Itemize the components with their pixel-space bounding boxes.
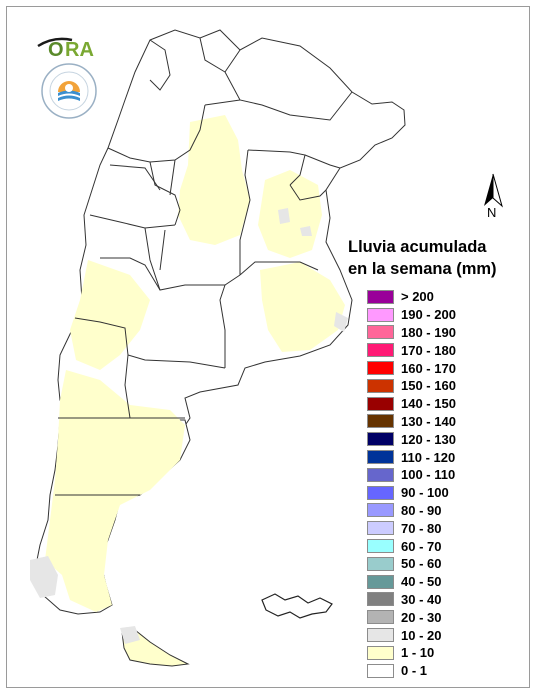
north-arrow-icon bbox=[484, 173, 503, 208]
legend-label: 110 - 120 bbox=[401, 449, 456, 465]
legend-item: 20 - 30 bbox=[367, 608, 517, 626]
legend-title: Lluvia acumulada en la semana (mm) bbox=[348, 236, 528, 280]
legend-item: 130 - 140 bbox=[367, 413, 517, 431]
legend-label: 140 - 150 bbox=[401, 396, 456, 412]
legend-label: 60 - 70 bbox=[401, 538, 442, 554]
legend-title-line2: en la semana (mm) bbox=[348, 260, 497, 278]
provincial-boundaries bbox=[55, 37, 353, 496]
legend-swatch bbox=[367, 432, 394, 447]
legend-swatch bbox=[367, 503, 394, 518]
legend-item: 140 - 150 bbox=[367, 395, 517, 413]
legend-label: 130 - 140 bbox=[401, 413, 456, 429]
rain-zones-1-10 bbox=[45, 115, 345, 612]
legend-label: 120 - 130 bbox=[401, 431, 456, 447]
legend-item: 80 - 90 bbox=[367, 502, 517, 520]
legend-label: 30 - 40 bbox=[401, 591, 442, 607]
rain-zones-10-20 bbox=[30, 208, 348, 644]
legend-label: 20 - 30 bbox=[401, 609, 442, 625]
legend-label: 90 - 100 bbox=[401, 485, 449, 501]
svg-text:RA: RA bbox=[65, 39, 94, 60]
legend-label: 10 - 20 bbox=[401, 627, 442, 643]
legend-title-line1: Lluvia acumulada bbox=[348, 238, 487, 256]
legend-label: > 200 bbox=[401, 289, 434, 305]
legend-swatch bbox=[367, 610, 394, 625]
legend-item: 90 - 100 bbox=[367, 484, 517, 502]
legend-item: 120 - 130 bbox=[367, 430, 517, 448]
legend-item: 30 - 40 bbox=[367, 591, 517, 609]
legend-label: 1 - 10 bbox=[401, 645, 435, 661]
legend-swatch bbox=[367, 343, 394, 358]
legend-label: 50 - 60 bbox=[401, 556, 442, 572]
legend-swatch bbox=[367, 521, 394, 536]
legend-item: 110 - 120 bbox=[367, 448, 517, 466]
legend-item: 50 - 60 bbox=[367, 555, 517, 573]
legend-label: 80 - 90 bbox=[401, 502, 442, 518]
legend-swatch bbox=[367, 485, 394, 500]
legend-item: 170 - 180 bbox=[367, 341, 517, 359]
legend-item: 180 - 190 bbox=[367, 324, 517, 342]
rainfall-legend: > 200 190 - 200 180 - 190 170 - 180 160 - 17… bbox=[367, 288, 517, 680]
legend-swatch bbox=[367, 361, 394, 376]
legend-swatch bbox=[367, 645, 394, 660]
legend-item: 60 - 70 bbox=[367, 537, 517, 555]
legend-label: 70 - 80 bbox=[401, 520, 442, 536]
legend-item: 70 - 80 bbox=[367, 519, 517, 537]
legend-item: 150 - 160 bbox=[367, 377, 517, 395]
legend-label: 170 - 180 bbox=[401, 342, 456, 358]
legend-item: 10 - 20 bbox=[367, 626, 517, 644]
legend-swatch bbox=[367, 592, 394, 607]
legend-item: 160 - 170 bbox=[367, 359, 517, 377]
legend-swatch bbox=[367, 450, 394, 465]
legend-swatch bbox=[367, 663, 394, 678]
legend-swatch bbox=[367, 574, 394, 589]
legend-swatch bbox=[367, 325, 394, 340]
smn-seal-logo bbox=[41, 63, 97, 119]
legend-item: > 200 bbox=[367, 288, 517, 306]
malvinas-islands bbox=[261, 593, 333, 619]
legend-label: 40 - 50 bbox=[401, 574, 442, 590]
legend-label: 100 - 110 bbox=[401, 467, 456, 483]
legend-item: 40 - 50 bbox=[367, 573, 517, 591]
north-label: N bbox=[487, 205, 497, 220]
legend-item: 100 - 110 bbox=[367, 466, 517, 484]
legend-label: 180 - 190 bbox=[401, 324, 456, 340]
legend-swatch bbox=[367, 556, 394, 571]
legend-item: 0 - 1 bbox=[367, 662, 517, 680]
legend-label: 150 - 160 bbox=[401, 378, 456, 394]
legend-label: 0 - 1 bbox=[401, 663, 428, 679]
legend-item: 1 - 10 bbox=[367, 644, 517, 662]
legend-swatch bbox=[367, 307, 394, 322]
legend-swatch bbox=[367, 396, 394, 411]
legend-swatch bbox=[367, 467, 394, 482]
legend-swatch bbox=[367, 628, 394, 643]
legend-swatch bbox=[367, 414, 394, 429]
legend-swatch bbox=[367, 289, 394, 304]
legend-label: 160 - 170 bbox=[401, 360, 456, 376]
legend-swatch bbox=[367, 539, 394, 554]
ora-logo: O RA bbox=[37, 37, 94, 60]
legend-item: 190 - 200 bbox=[367, 306, 517, 324]
legend-swatch bbox=[367, 378, 394, 393]
svg-text:O: O bbox=[48, 39, 64, 60]
legend-label: 190 - 200 bbox=[401, 307, 456, 323]
